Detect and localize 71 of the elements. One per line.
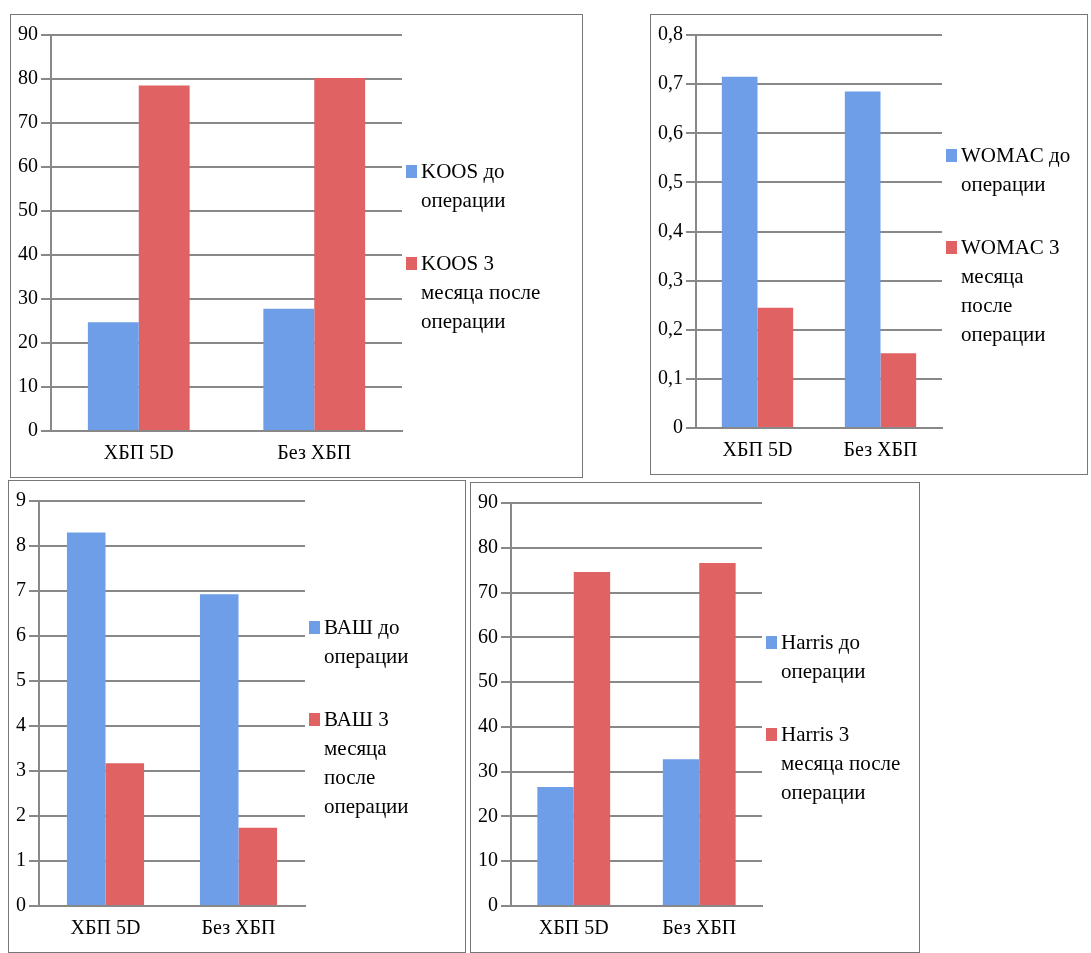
legend-label: KOOS 3 месяца после операции	[421, 249, 542, 335]
bar	[880, 353, 917, 427]
y-tick-label: 2	[16, 803, 26, 826]
x-tick-label: Без ХБП	[277, 441, 352, 464]
bar	[105, 763, 145, 905]
x-tick-label: ХБП 5D	[70, 916, 141, 939]
y-tick-label: 30	[478, 758, 498, 781]
bar	[662, 759, 700, 905]
y-tick-label: 0	[16, 893, 26, 916]
y-tick-label: 0,5	[658, 169, 683, 192]
y-tick-label: 0,8	[658, 22, 683, 45]
legend-label: Harris 3 месяца после операции	[781, 721, 902, 806]
y-tick-label: 0	[673, 415, 683, 438]
y-tick-label: 8	[16, 533, 26, 556]
y-tick-label: 60	[478, 624, 498, 647]
bar	[199, 594, 239, 905]
legend-label: ВАШ 3 месяца после операции	[324, 705, 410, 820]
y-tick-label: 40	[18, 242, 38, 265]
bar	[138, 85, 190, 430]
y-tick-label: 90	[478, 490, 498, 513]
y-tick-label: 5	[16, 668, 26, 691]
y-tick-label: 90	[18, 22, 38, 45]
bar	[263, 308, 315, 430]
legend-label: WOMAC до операции	[961, 141, 1072, 198]
y-tick-label: 10	[18, 374, 38, 397]
bar	[537, 786, 574, 905]
y-tick-label: 4	[16, 713, 26, 736]
y-tick-label: 0,2	[658, 317, 683, 339]
y-tick-label: 30	[18, 286, 38, 309]
bar	[757, 307, 794, 427]
y-tick-label: 1	[16, 848, 26, 871]
bar	[699, 563, 736, 905]
y-tick-label: 0	[488, 893, 498, 916]
y-tick-label: 0,3	[658, 267, 683, 290]
x-tick-label: Без ХБП	[201, 916, 276, 939]
y-tick-label: 6	[16, 623, 26, 646]
legend-label: ВАШ до операции	[324, 613, 410, 670]
bar	[66, 532, 106, 905]
y-tick-label: 3	[16, 758, 26, 781]
y-tick-label: 50	[18, 198, 38, 221]
y-tick-label: 7	[16, 578, 26, 601]
y-tick-label: 0,1	[658, 366, 683, 389]
y-tick-label: 50	[478, 669, 498, 692]
y-tick-label: 20	[18, 330, 38, 353]
y-tick-label: 10	[478, 848, 498, 871]
y-tick-label: 60	[18, 154, 38, 177]
y-tick-label: 70	[478, 579, 498, 602]
y-tick-label: 70	[18, 110, 38, 133]
legend-label: Harris до операции	[781, 629, 867, 685]
y-tick-label: 20	[478, 803, 498, 826]
bar	[573, 571, 611, 905]
x-tick-label: Без ХБП	[662, 916, 737, 939]
x-tick-label: ХБП 5D	[722, 438, 793, 461]
x-tick-label: Без ХБП	[843, 438, 918, 461]
bar	[721, 76, 758, 427]
y-tick-label: 0	[28, 418, 38, 441]
y-tick-label: 0,4	[658, 218, 683, 241]
y-tick-label: 80	[18, 66, 38, 89]
legend-label: WOMAC 3 месяца после операции	[961, 233, 1061, 348]
bar	[314, 78, 366, 430]
y-tick-label: 0,7	[658, 71, 683, 94]
x-tick-label: ХБП 5D	[103, 441, 174, 464]
x-tick-label: ХБП 5D	[538, 916, 609, 939]
y-tick-label: 0,6	[658, 120, 683, 143]
legend-label: KOOS до операции	[421, 157, 507, 214]
y-tick-label: 9	[16, 488, 26, 511]
bar	[844, 91, 881, 427]
y-tick-label: 40	[478, 714, 498, 737]
y-tick-label: 80	[478, 535, 498, 558]
bar	[87, 322, 139, 430]
bar	[238, 827, 278, 905]
